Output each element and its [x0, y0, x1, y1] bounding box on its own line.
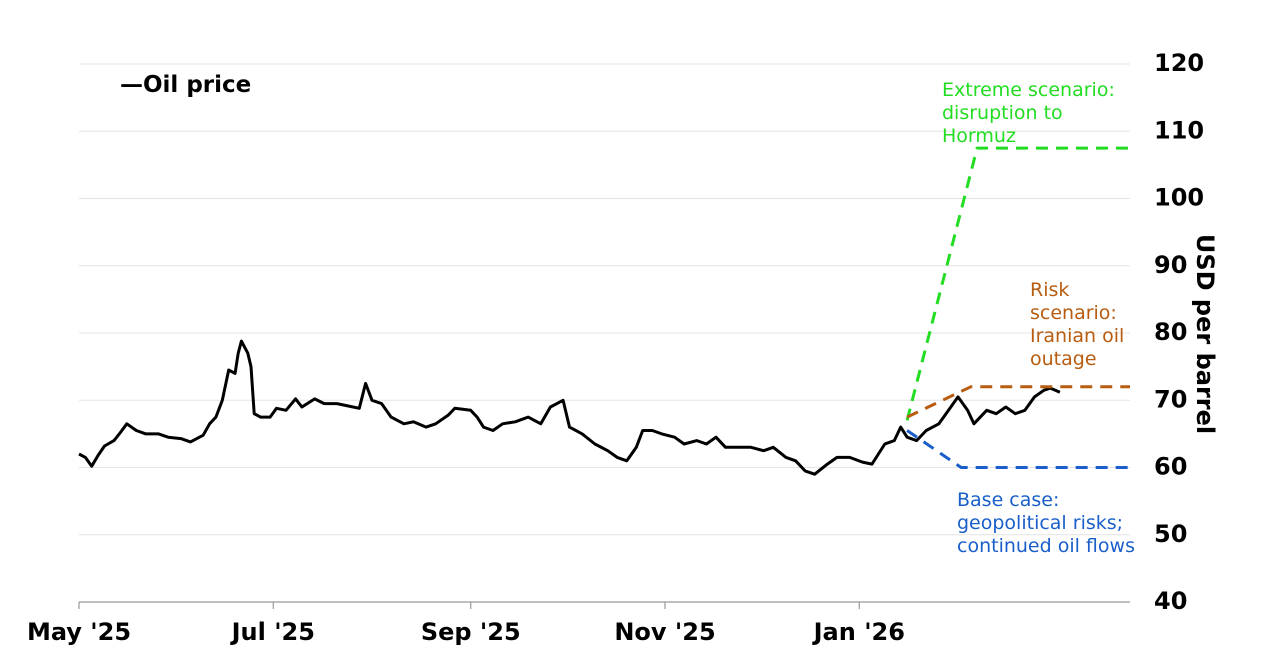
annotation-line: Risk: [1030, 279, 1069, 301]
annotation-line: Hormuz: [942, 125, 1016, 147]
series-line-oil-price: [78, 339, 1061, 476]
y-tick-label-110: 110: [1154, 116, 1204, 144]
annotation-line: continued oil flows: [957, 535, 1135, 557]
y-tick-label-100: 100: [1154, 184, 1204, 212]
y-axis-label: USD per barrel: [1191, 234, 1219, 434]
annotation-line: Iranian oil: [1030, 325, 1124, 347]
annotation-line: Extreme scenario:: [942, 79, 1115, 101]
series-line-base-case: [906, 429, 1130, 469]
x-tick-label: Sep '25: [421, 618, 521, 646]
series-line-extreme-scenario: [905, 146, 1130, 421]
y-axis-ticks: 40 50 60 70 80 90 100 110 120: [1154, 49, 1204, 615]
x-tick-label: Jan '26: [812, 618, 905, 646]
legend-marker: —: [120, 72, 143, 98]
y-tick-label-80: 80: [1154, 318, 1187, 346]
series-line-risk-scenario: [906, 385, 1130, 419]
annotation-line: scenario:: [1030, 302, 1117, 324]
annotation-line: geopolitical risks;: [957, 512, 1123, 534]
x-tick-label: Nov '25: [614, 618, 715, 646]
series-lines: [78, 146, 1130, 476]
y-tick-label-120: 120: [1154, 49, 1204, 77]
annotation-line: outage: [1030, 348, 1097, 370]
annotation-line: disruption to: [942, 102, 1063, 124]
x-tick-label: Jul '25: [230, 618, 315, 646]
y-tick-label-50: 50: [1154, 520, 1187, 548]
x-tick-label: May '25: [27, 618, 131, 646]
annotation-base: Base case:geopolitical risks;continued o…: [957, 489, 1135, 557]
svg-text:—Oil price: —Oil price: [120, 72, 251, 98]
annotation-line: Base case:: [957, 489, 1059, 511]
legend-entry-oil-price: Oil price: [143, 72, 251, 98]
legend: —Oil price: [120, 72, 251, 98]
y-tick-label-70: 70: [1154, 385, 1187, 413]
y-tick-label-40: 40: [1154, 587, 1187, 615]
y-tick-label-90: 90: [1154, 251, 1187, 279]
x-axis-ticks: May '25 Jul '25 Sep '25 Nov '25 Jan '26: [27, 602, 905, 646]
y-tick-label-60: 60: [1154, 453, 1187, 481]
